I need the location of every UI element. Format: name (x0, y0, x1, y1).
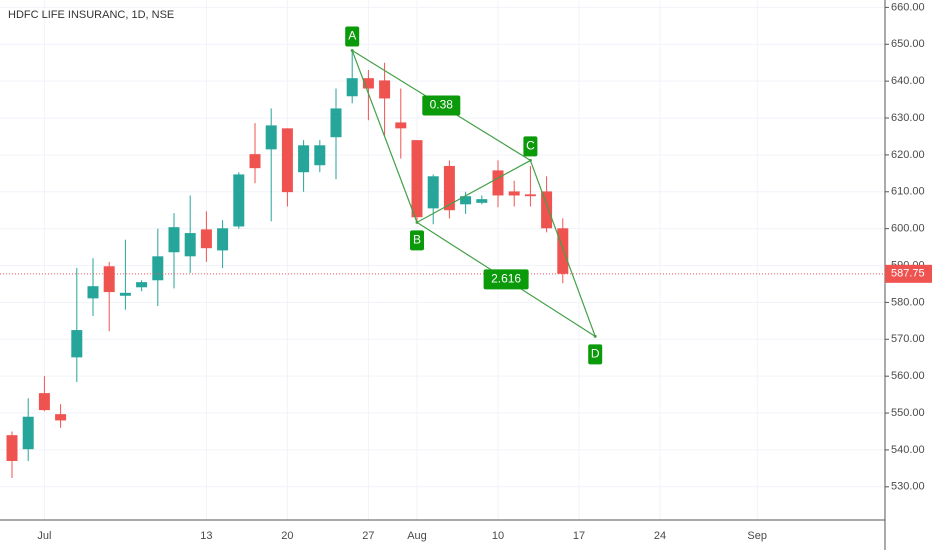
point-badge (523, 136, 538, 157)
y-tick-label: 600.00 (891, 223, 925, 235)
candle-body (330, 108, 342, 138)
x-tick-label: Sep (747, 530, 767, 542)
pattern-line (351, 50, 418, 223)
x-tick-label: 13 (200, 530, 212, 542)
point-badge (588, 344, 603, 365)
candle-body (103, 266, 115, 293)
candle-body (119, 292, 131, 296)
pattern-point (350, 49, 354, 53)
candle-body (136, 282, 148, 288)
point-label: B (413, 233, 421, 247)
candle-body (38, 393, 50, 411)
candle-body (362, 78, 374, 89)
grid (0, 0, 885, 520)
candle-body (233, 174, 245, 227)
candle-body (265, 125, 277, 150)
harmonic-pattern: 0.38 2.616 A B C D (345, 26, 603, 365)
candle-body (298, 145, 310, 173)
candle-body (443, 165, 455, 211)
pattern-point (593, 334, 597, 338)
candle-body (281, 128, 293, 193)
pattern-point (415, 220, 419, 224)
candle-body (55, 414, 67, 421)
y-tick-label: 540.00 (891, 444, 925, 456)
x-tick-label: Aug (407, 530, 427, 542)
candle-body (152, 256, 164, 281)
candle-body (87, 286, 99, 299)
candle-body (476, 199, 488, 203)
candle-body (346, 78, 358, 97)
candle-body (184, 233, 196, 257)
ratio-label: 0.38 (430, 98, 454, 112)
candle-body (460, 196, 472, 205)
candle-body (557, 228, 569, 274)
x-tick-label: 17 (573, 530, 585, 542)
y-tick-label: 660.00 (891, 1, 925, 13)
candle-body (524, 194, 536, 197)
point-badge (410, 230, 424, 251)
candle-body (508, 191, 520, 196)
pattern-line (416, 159, 531, 223)
candles (0, 50, 885, 478)
candle-body (395, 122, 407, 129)
point-badge (345, 26, 360, 47)
last-price-label: 587.75 (891, 268, 925, 280)
candle-body (22, 416, 34, 450)
candle-body (200, 229, 212, 249)
candle-body (492, 170, 504, 196)
candle-body (168, 227, 180, 253)
candle-body (541, 191, 553, 229)
y-tick-label: 630.00 (891, 112, 925, 124)
pattern-point (528, 158, 532, 162)
y-tick-label: 550.00 (891, 407, 925, 419)
pattern-line (529, 160, 596, 337)
y-tick-label: 580.00 (891, 296, 925, 308)
y-tick-label: 570.00 (891, 333, 925, 345)
y-tick-label: 650.00 (891, 38, 925, 50)
x-tick-label: 10 (492, 530, 504, 542)
candle-body (71, 330, 83, 358)
ratio-badge (422, 95, 461, 116)
x-tick-label: 27 (362, 530, 374, 542)
last-price-badge (885, 264, 932, 283)
axes: 530.00540.00550.00560.00570.00580.00590.… (37, 1, 932, 542)
point-label: A (348, 29, 356, 43)
candle-body (217, 228, 229, 251)
candle-body (427, 176, 439, 209)
x-tick-label: Jul (37, 530, 51, 542)
point-label: C (526, 139, 535, 153)
x-tick-label: 20 (281, 530, 293, 542)
candle-body (249, 154, 261, 169)
point-label: D (591, 347, 600, 361)
ratio-badge (483, 269, 529, 290)
chart-title: HDFC LIFE INSURANC, 1D, NSE (8, 9, 174, 21)
y-tick-label: 640.00 (891, 75, 925, 87)
candle-body (411, 140, 423, 218)
y-tick-label: 530.00 (891, 481, 925, 493)
ratio-label: 2.616 (491, 272, 521, 286)
y-tick-label: 560.00 (891, 370, 925, 382)
candle-body (314, 145, 326, 166)
y-tick-label: 610.00 (891, 186, 925, 198)
candle-body (379, 80, 391, 99)
y-tick-label: 620.00 (891, 149, 925, 161)
x-tick-label: 24 (654, 530, 666, 542)
candle-body (6, 435, 18, 461)
